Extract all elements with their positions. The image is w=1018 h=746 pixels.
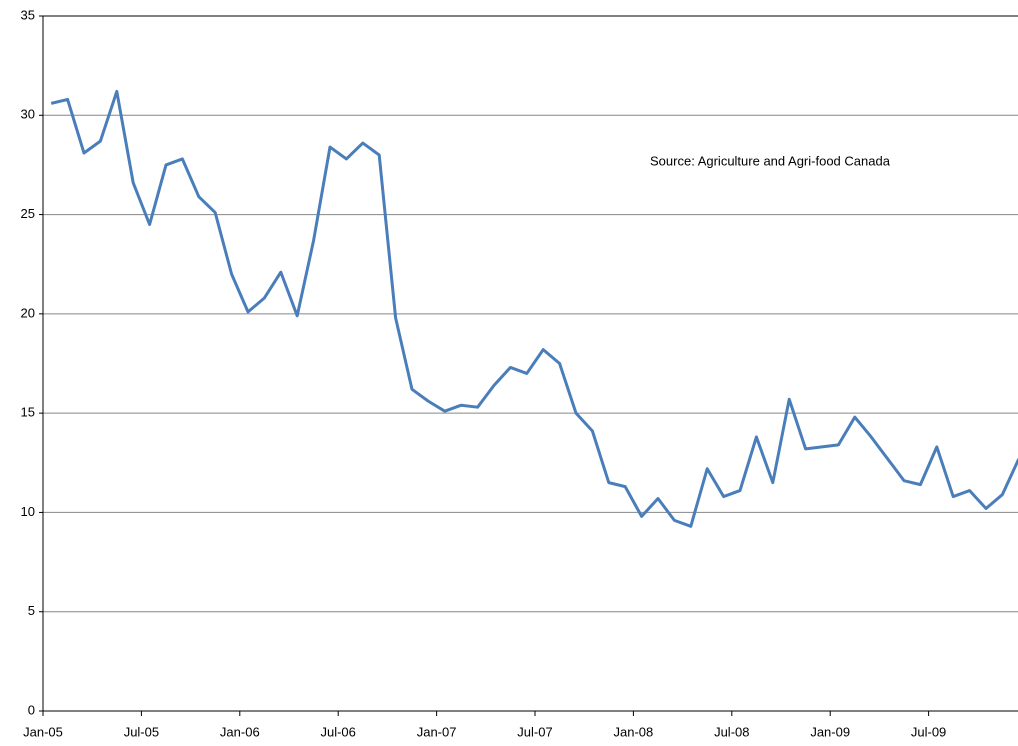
y-tick-label: 10 (21, 504, 35, 519)
x-tick-label: Jul-09 (911, 724, 946, 739)
x-tick-label: Jul-08 (714, 724, 749, 739)
x-tick-label: Jan-06 (220, 724, 260, 739)
x-tick-label: Jul-07 (517, 724, 552, 739)
x-tick-label: Jan-09 (810, 724, 850, 739)
y-tick-label: 35 (21, 7, 35, 22)
y-tick-label: 5 (28, 603, 35, 618)
y-tick-label: 20 (21, 305, 35, 320)
y-tick-label: 30 (21, 107, 35, 122)
x-tick-label: Jan-07 (417, 724, 457, 739)
y-tick-label: 25 (21, 206, 35, 221)
x-tick-label: Jan-08 (614, 724, 654, 739)
data-line (50, 89, 1018, 528)
x-tick-label: Jan-05 (23, 724, 63, 739)
y-tick-label: 15 (21, 405, 35, 420)
x-tick-label: Jul-05 (124, 724, 159, 739)
x-tick-label: Jul-06 (320, 724, 355, 739)
y-tick-label: 0 (28, 702, 35, 717)
annotation: Source: Agriculture and Agri-food Canada (650, 153, 891, 168)
